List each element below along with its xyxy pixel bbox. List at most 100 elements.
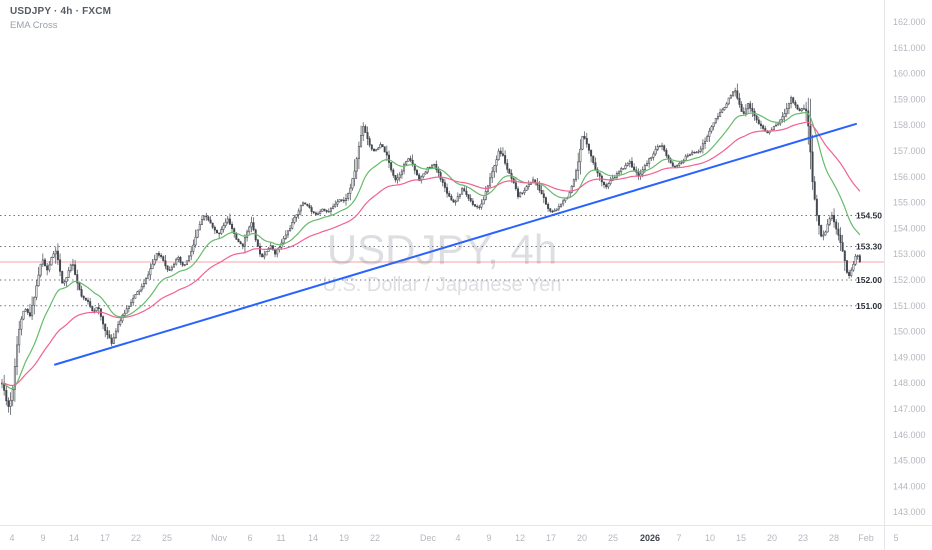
candle-up [344,198,347,202]
candle-up [151,263,154,270]
time-axis[interactable]: 4 9 14 17 22 25 Nov 6 11 14 19 22 Dec 4 9 12 17 20 25 2026 7… [9,533,898,543]
candle-down [46,265,49,271]
candle-down [501,153,504,156]
price-tick-label: 157.000 [893,146,926,156]
price-tick-label: 151.000 [893,301,926,311]
candle-down [205,215,208,218]
candle-up [134,294,137,299]
candle-up [712,122,715,128]
candle-down [521,192,524,194]
time-tick-label: 23 [798,533,808,543]
candle-up [24,308,27,312]
candle-up [523,190,526,194]
candle-up [173,263,176,268]
candle-up [497,150,500,160]
price-tick-label: 146.000 [893,430,926,440]
price-tick-label: 150.000 [893,327,926,337]
candle-down [160,254,163,257]
candle-down [89,301,92,307]
candle-up [856,255,859,257]
candle-up [37,274,40,287]
time-tick-label: 12 [515,533,525,543]
candle-up [624,165,627,169]
candle-down [841,242,844,252]
price-axis[interactable]: 162.000 161.000 160.000 159.000 158.000 157.0… [893,17,926,517]
level-label-bg [860,300,884,312]
candle-up [41,259,44,265]
candle-down [233,228,236,234]
candle-up [396,177,399,181]
price-tick-label: 144.000 [893,481,926,491]
candle-up [824,231,827,236]
candle-up [149,268,152,276]
candle-down [211,222,214,228]
time-tick-label: 17 [546,533,556,543]
candle-up [785,108,788,114]
time-tick-label: 11 [276,533,285,543]
candle-down [385,151,388,156]
candle-down [325,210,328,212]
candle-up [220,229,223,234]
candle-up [454,200,457,203]
candle-up [557,206,560,210]
candle-down [633,166,636,171]
ema-fast-line[interactable] [1,111,861,390]
candle-down [415,169,418,176]
candle-down [108,334,111,339]
candle-up [559,203,562,207]
candle-up [400,170,403,176]
candle-up [701,143,704,150]
candle-down [637,171,640,177]
candle-up [613,177,616,179]
candle-up [491,171,494,179]
level-label-bg [860,274,884,286]
candle-up [224,221,227,226]
candle-down [56,250,59,261]
candle-down [473,204,476,207]
candle-down [504,155,507,164]
candle-up [680,162,683,164]
candle-down [256,239,259,247]
candle-up [250,222,253,228]
candle-up [727,97,730,105]
candle-down [274,249,277,255]
candle-up [22,310,25,320]
candle-up [648,158,651,164]
candle-up [695,151,698,154]
candle-down [78,282,81,290]
candle-up [349,187,352,194]
symbol-legend[interactable]: USDJPY · 4h · FXCM [10,6,112,17]
candle-down [665,149,668,156]
candle-down [738,97,741,105]
candle-down [179,257,182,263]
candle-down [749,103,752,109]
candle-down [366,132,369,139]
candle-up [170,266,173,271]
candle-up [289,228,292,232]
time-tick-label: 7 [676,533,681,543]
indicator-legend[interactable]: EMA Cross [10,20,58,31]
candle-up [138,289,141,292]
candle-down [340,199,343,201]
trendline[interactable] [54,122,857,366]
candle-down [218,232,221,235]
candle-up [114,330,117,338]
candle-down [104,323,107,331]
time-tick-label: 15 [736,533,746,543]
candle-down [469,198,472,202]
candle-up [155,253,158,260]
candle-up [175,259,178,265]
candle-up [676,165,679,167]
candle-down [390,162,393,171]
candle-up [31,304,34,317]
candle-up [286,230,289,236]
candle-up [729,94,732,99]
candle-up [183,264,186,266]
candle-down [271,245,274,251]
candle-down [446,187,449,194]
candle-up [706,136,709,142]
candle-down [798,108,801,112]
candle-down [61,271,64,284]
ema-slow-line[interactable] [1,121,861,387]
